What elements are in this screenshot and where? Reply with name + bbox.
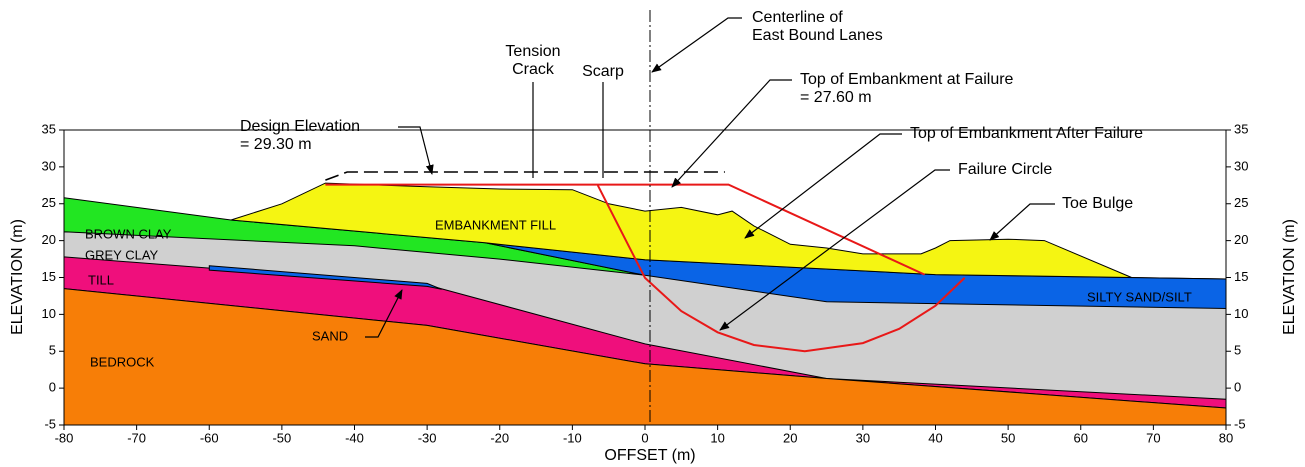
annotation: Tension xyxy=(505,43,560,60)
x-tick-label: -70 xyxy=(127,430,146,445)
x-tick-label: 10 xyxy=(710,430,724,445)
x-tick-label: -20 xyxy=(490,430,509,445)
leader xyxy=(652,18,742,72)
y2-tick-label: 30 xyxy=(1234,158,1248,173)
y2-tick-label: 15 xyxy=(1234,269,1248,284)
y-axis-label: ELEVATION (m) xyxy=(9,219,26,335)
y2-tick-label: 20 xyxy=(1234,232,1248,247)
cross-section-chart: OFFSET (m) ELEVATION (m) ELEVATION (m) -… xyxy=(0,0,1305,467)
x-tick-label: 60 xyxy=(1074,430,1088,445)
y2-axis-label: ELEVATION (m) xyxy=(1281,219,1298,335)
annotation: Crack xyxy=(512,61,555,78)
x-tick-label: 0 xyxy=(641,430,648,445)
x-tick-label: -50 xyxy=(272,430,291,445)
layer-label: EMBANKMENT FILL xyxy=(435,217,556,232)
layer-label: SAND xyxy=(312,328,348,343)
layer-label: GREY CLAY xyxy=(85,247,159,262)
annotation: Top of Embankment at Failure xyxy=(800,71,1014,88)
layers xyxy=(64,183,1226,425)
y2-tick-label: 10 xyxy=(1234,306,1248,321)
layer-label: SILTY SAND/SILT xyxy=(1087,289,1192,304)
y2-tick-label: 0 xyxy=(1234,380,1241,395)
x-tick-label: 70 xyxy=(1146,430,1160,445)
y-tick-label: 10 xyxy=(42,306,56,321)
annotation: Centerline of xyxy=(752,9,843,26)
annotation: Failure Circle xyxy=(958,161,1052,178)
y-tick-label: 25 xyxy=(42,195,56,210)
layer-label: BROWN CLAY xyxy=(85,226,172,241)
y-tick-label: 0 xyxy=(49,380,56,395)
x-tick-label: 20 xyxy=(783,430,797,445)
y-tick-label: 5 xyxy=(49,343,56,358)
x-tick-label: 80 xyxy=(1219,430,1233,445)
x-tick-label: -30 xyxy=(418,430,437,445)
y-tick-label: 15 xyxy=(42,269,56,284)
leader xyxy=(672,80,792,187)
x-tick-label: 50 xyxy=(1001,430,1015,445)
annotation: Top of Embankment After Failure xyxy=(910,125,1143,142)
layer-label: TILL xyxy=(88,272,114,287)
annotation: Design Elevation xyxy=(240,118,360,135)
annotation: Scarp xyxy=(582,63,624,80)
y2-tick-label: 5 xyxy=(1234,343,1241,358)
annotation: = 27.60 m xyxy=(800,89,872,106)
y-tick-label: 30 xyxy=(42,158,56,173)
design-elevation-line xyxy=(325,172,725,180)
annotation: East Bound Lanes xyxy=(752,27,883,44)
x-tick-label: -40 xyxy=(345,430,364,445)
y-tick-label: -5 xyxy=(44,416,56,431)
annotation: = 29.30 m xyxy=(240,136,312,153)
x-tick-label: -10 xyxy=(563,430,582,445)
y-tick-label: 35 xyxy=(42,121,56,136)
x-tick-label: 40 xyxy=(928,430,942,445)
layer-label: BEDROCK xyxy=(90,354,155,369)
y-tick-label: 20 xyxy=(42,232,56,247)
x-tick-label: -60 xyxy=(200,430,219,445)
leader xyxy=(745,134,902,238)
leader xyxy=(398,127,432,174)
leader xyxy=(990,204,1055,240)
y2-tick-label: 35 xyxy=(1234,121,1248,136)
x-axis-label: OFFSET (m) xyxy=(604,447,695,464)
x-tick-label: 30 xyxy=(856,430,870,445)
y2-tick-label: 25 xyxy=(1234,195,1248,210)
x-tick-label: -80 xyxy=(55,430,74,445)
annotation: Toe Bulge xyxy=(1062,195,1133,212)
y2-tick-label: -5 xyxy=(1234,416,1246,431)
